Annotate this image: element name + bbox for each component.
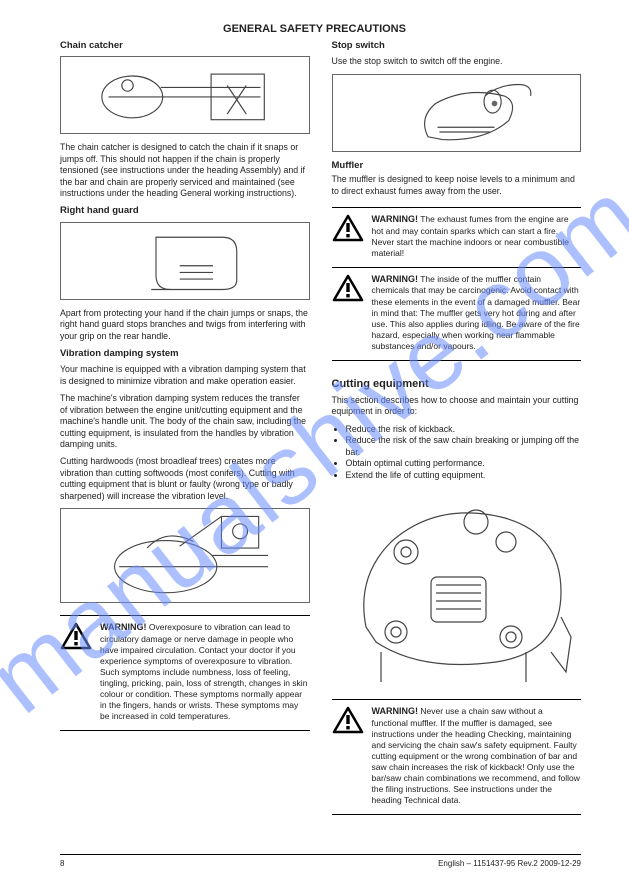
warning-vibration-text: Overexposure to vibration can lead to ci… [100, 622, 307, 721]
warning-icon [332, 706, 364, 734]
stop-switch-illustration [332, 74, 582, 152]
stop-switch-body: Use the stop switch to switch off the en… [332, 56, 582, 67]
vibration-body-1: Your machine is equipped with a vibratio… [60, 364, 310, 387]
footer-page-number: 8 [60, 859, 64, 869]
warning-icon [332, 214, 364, 242]
vibration-title: Vibration damping system [60, 348, 310, 360]
vibration-body-3: Cutting hardwoods (most broadleaf trees)… [60, 456, 310, 502]
muffler-title: Muffler [332, 160, 582, 172]
warning-label: WARNING! [372, 274, 419, 284]
right-hand-guard-title: Right hand guard [60, 205, 310, 217]
warning-kickback: WARNING! Never use a chain saw without a… [332, 706, 582, 806]
list-item: Reduce the risk of kickback. [346, 424, 582, 435]
list-item: Extend the life of cutting equipment. [346, 470, 582, 481]
list-item: Obtain optimal cutting performance. [346, 458, 582, 469]
cutting-equipment-illustration [332, 487, 582, 687]
cutting-equipment-intro: This section describes how to choose and… [332, 395, 582, 418]
warning-label: WARNING! [100, 622, 147, 632]
chain-catcher-body: The chain catcher is designed to catch t… [60, 142, 310, 199]
list-item: Reduce the risk of the saw chain breakin… [346, 435, 582, 458]
warning-label: WARNING! [372, 214, 419, 224]
rule [332, 360, 582, 361]
rule [60, 730, 310, 731]
left-column: Chain catcher The chain catcher is desig… [60, 40, 310, 821]
cutting-equipment-list: Reduce the risk of kickback. Reduce the … [332, 424, 582, 481]
warning-fumes: WARNING! The exhaust fumes from the engi… [332, 214, 582, 259]
warning-vibration: WARNING! Overexposure to vibration can l… [60, 622, 310, 722]
stop-switch-title: Stop switch [332, 40, 582, 52]
rule [332, 207, 582, 208]
rule [332, 814, 582, 815]
warning-kickback-text: Never use a chain saw without a function… [372, 706, 580, 805]
right-hand-guard-body: Apart from protecting your hand if the c… [60, 308, 310, 342]
vibration-illustration [60, 508, 310, 603]
warning-icon [332, 274, 364, 302]
muffler-body: The muffler is designed to keep noise le… [332, 174, 582, 197]
page-footer: 8 English – 1151437-95 Rev.2 2009-12-29 [60, 854, 581, 869]
chain-catcher-illustration [60, 56, 310, 134]
rule [332, 267, 582, 268]
rule [332, 699, 582, 700]
rule [60, 615, 310, 616]
chain-catcher-title: Chain catcher [60, 40, 310, 52]
cutting-equipment-heading: Cutting equipment [332, 377, 582, 391]
vibration-body-2: The machine's vibration damping system r… [60, 393, 310, 450]
right-hand-guard-illustration [60, 222, 310, 300]
right-column: Stop switch Use the stop switch to switc… [332, 40, 582, 821]
warning-hot: WARNING! The inside of the muffler conta… [332, 274, 582, 352]
warning-hot-text: The inside of the muffler contain chemic… [372, 274, 581, 351]
footer-doc-id: English – 1151437-95 Rev.2 2009-12-29 [438, 859, 581, 869]
warning-label: WARNING! [372, 706, 419, 716]
warning-icon [60, 622, 92, 650]
